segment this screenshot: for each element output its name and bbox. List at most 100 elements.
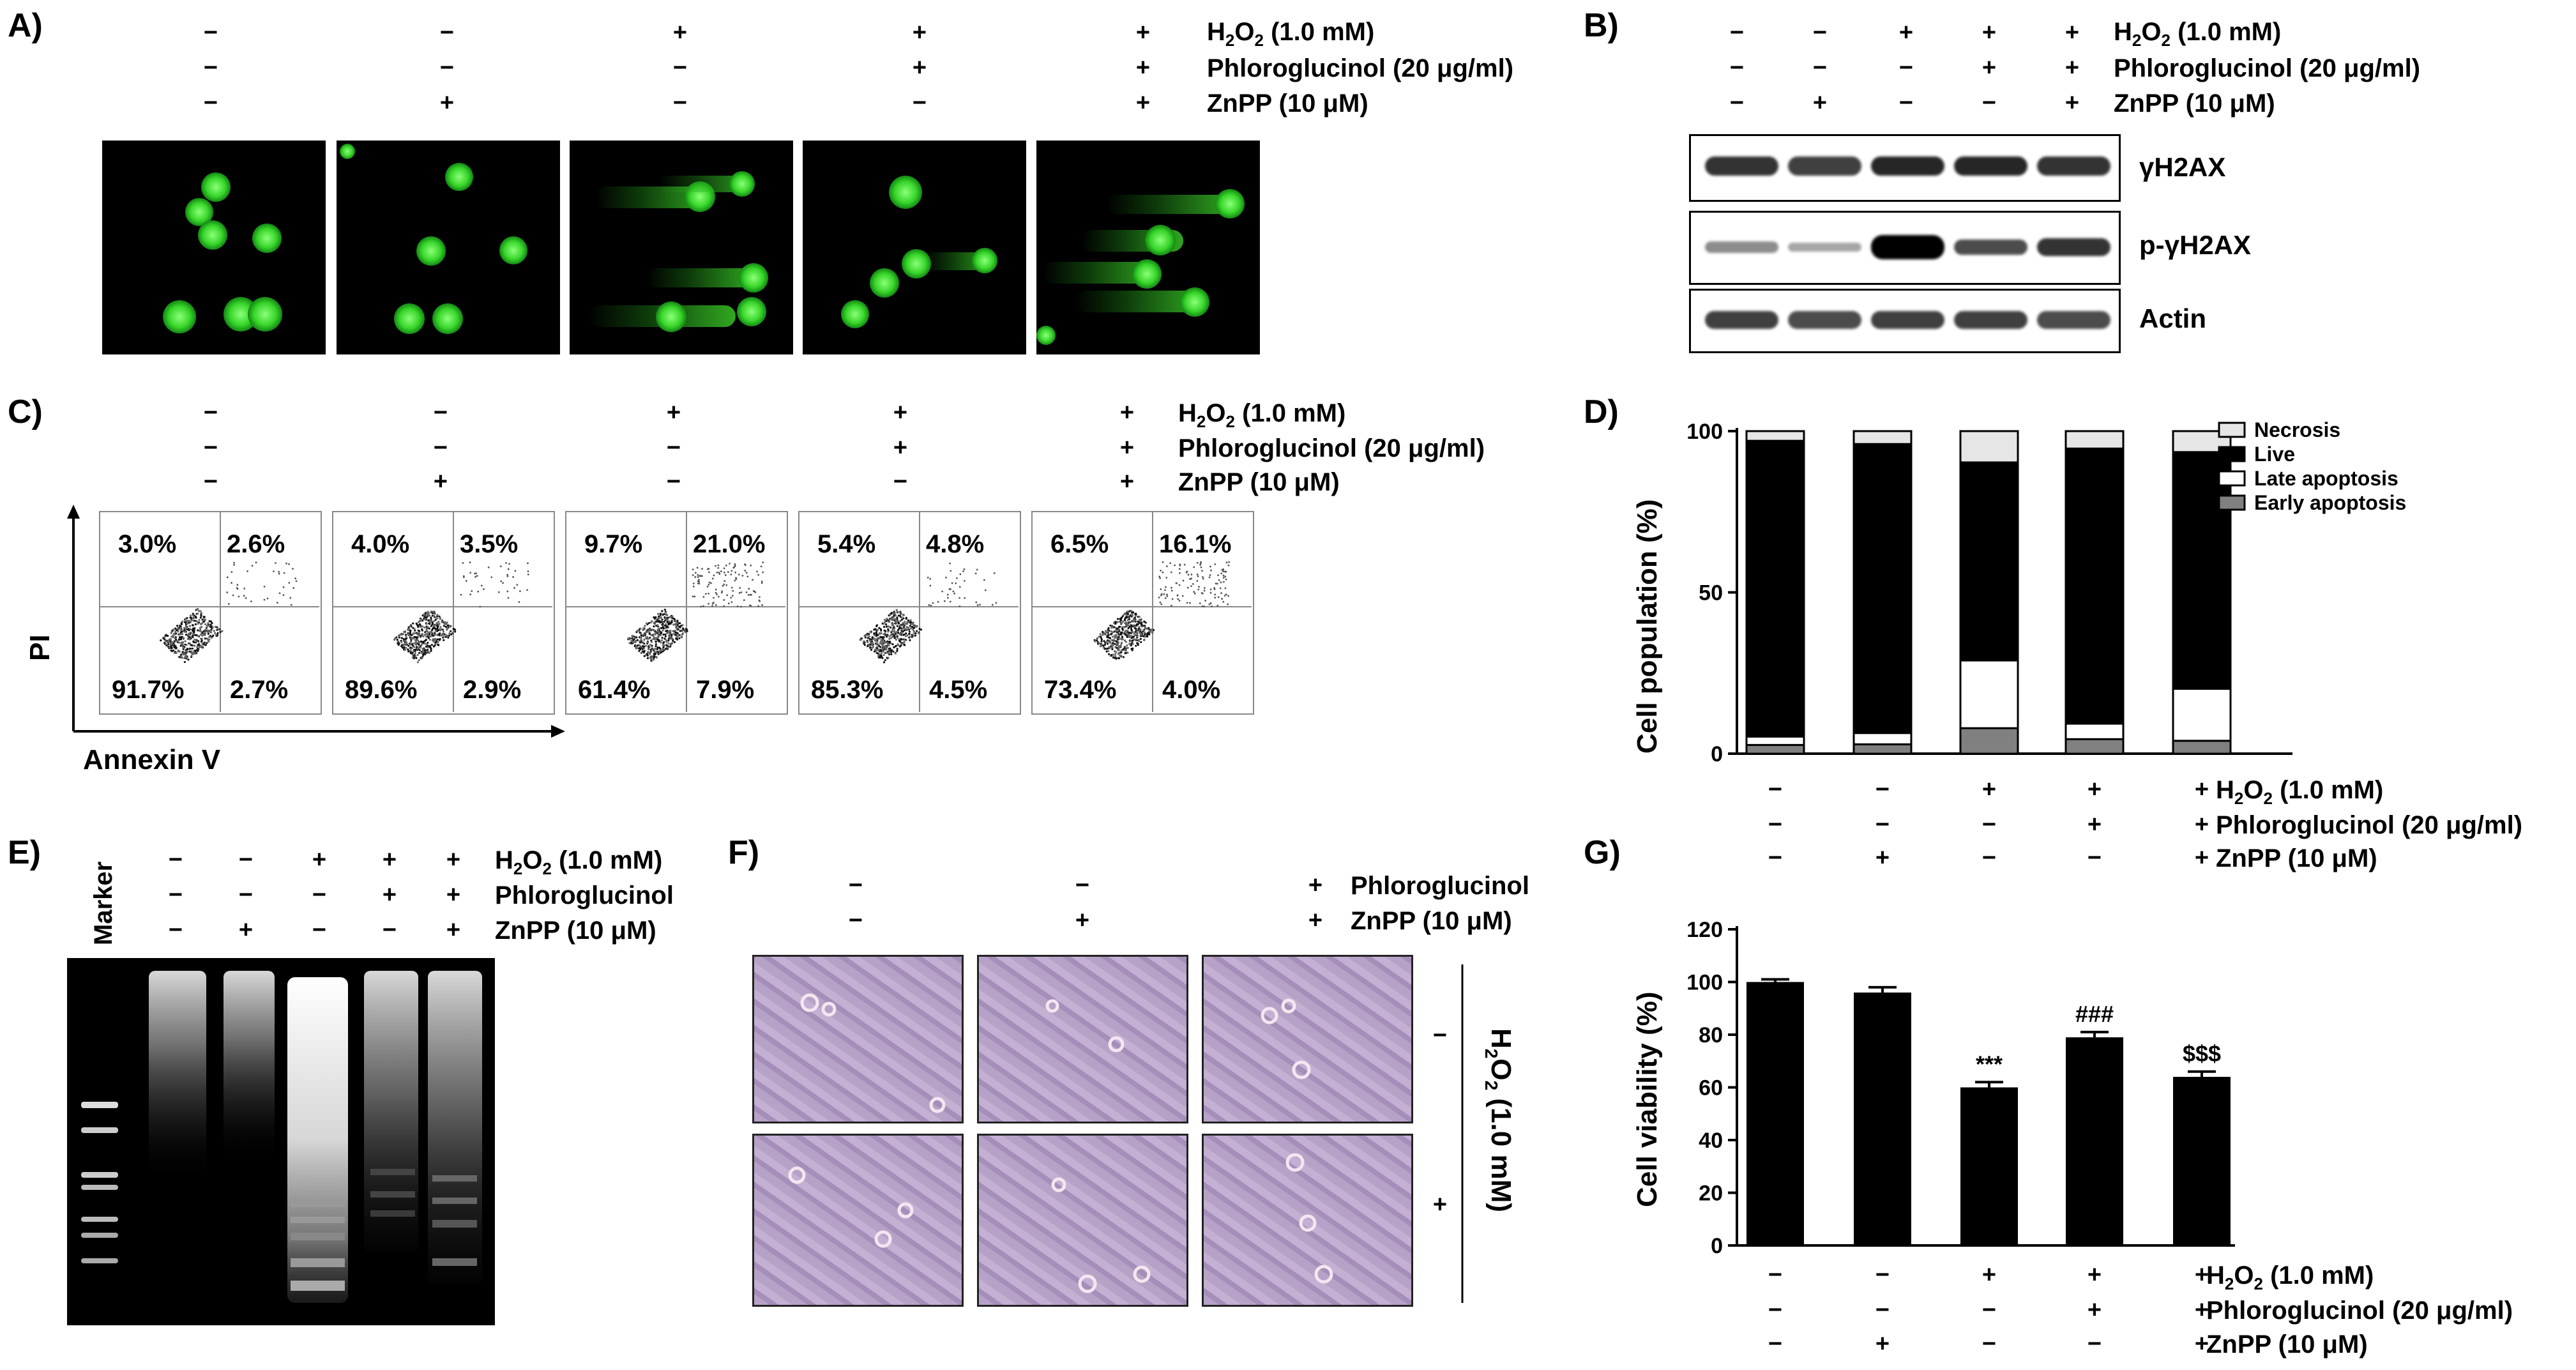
- panel-d-znpp-sign-2: +: [1875, 844, 1890, 871]
- panel-label-d: D): [1584, 393, 1619, 430]
- panel-g-znpp-sign-3: −: [1981, 1330, 1997, 1357]
- quadrant-ll-value: 85.3%: [811, 676, 884, 704]
- gel-marker-label: Marker: [89, 861, 117, 945]
- phase-image-r2c3: [1202, 1134, 1413, 1307]
- phase-image-r1c2: [977, 955, 1188, 1123]
- bar-segment: [1852, 430, 1913, 445]
- flow-scatter: [99, 511, 319, 712]
- flow-axes: [67, 505, 565, 738]
- panel-a-phloro-label: Phloroglucinol (20 μg/ml): [1207, 54, 1514, 82]
- chart-g-ylabel: Cell viability (%): [1632, 991, 1663, 1207]
- panel-b-phloro-sign-5: +: [2065, 54, 2080, 81]
- panel-c-h2o2-sign-1: −: [203, 399, 218, 426]
- panel-a-h2o2-sign-4: +: [912, 19, 927, 46]
- quadrant-ll-value: 73.4%: [1044, 676, 1117, 704]
- panel-a-phloro-sign-2: −: [439, 54, 455, 81]
- panel-e-znpp-sign-2: +: [238, 917, 254, 943]
- panel-b-h2o2-label: H2O2 (1.0 mM): [2114, 18, 2282, 50]
- quadrant-ul-value: 4.0%: [351, 530, 410, 558]
- panel-label-c: C): [8, 393, 43, 430]
- y-tick-label: 100: [1686, 420, 1723, 444]
- comet-image-4: [803, 141, 1026, 354]
- band-label-actin: Actin: [2139, 303, 2206, 333]
- panel-a-znpp-sign-4: −: [912, 89, 927, 116]
- quadrant-ll-value: 61.4%: [578, 676, 651, 704]
- panel-a-znpp-sign-3: −: [672, 89, 688, 116]
- panel-b-phloro-sign-4: +: [1981, 54, 1997, 81]
- panel-d-phloro-sign-5: +: [2194, 811, 2209, 838]
- phase-cell-highlights: [788, 993, 1333, 1293]
- bar-segment: [1852, 743, 1913, 755]
- panel-g-h2o2-sign-5: +: [2194, 1261, 2209, 1288]
- blot-band: [1788, 243, 1861, 252]
- significance-label: ###: [2075, 1001, 2114, 1027]
- bar-segment: [2065, 447, 2125, 725]
- panel-a-phloro-sign-3: −: [672, 54, 688, 81]
- phase-image-r1c1: [752, 955, 964, 1123]
- panel-a-znpp-label: ZnPP (10 μM): [1207, 89, 1368, 118]
- panel-e-h2o2-sign-1: −: [168, 846, 183, 873]
- panel-d-phloro-sign-3: −: [1981, 811, 1997, 838]
- panel-b-h2o2-sign-2: −: [1812, 19, 1828, 46]
- phase-image-r1c3: [1202, 955, 1413, 1123]
- panel-a-znpp-sign-2: +: [439, 89, 455, 116]
- panel-e-phloro-sign-4: +: [382, 881, 397, 908]
- panel-g-phloro-sign-5: +: [2194, 1297, 2209, 1323]
- panel-c-phloro-sign-4: +: [893, 434, 908, 461]
- panel-g-znpp-sign-2: +: [1875, 1330, 1890, 1357]
- panel-c-h2o2-sign-2: −: [433, 399, 448, 426]
- panel-d-h2o2-sign-4: +: [2087, 776, 2102, 803]
- panel-g-h2o2-sign-3: +: [1981, 1261, 1997, 1288]
- panel-b-znpp-sign-4: −: [1981, 89, 1997, 116]
- quadrant-ul-value: 9.7%: [584, 530, 643, 558]
- panel-f-znpp-sign-2: +: [1075, 907, 1090, 934]
- bar-segment: [1959, 659, 2019, 729]
- y-tick-label: 120: [1686, 918, 1723, 942]
- bar-segment: [1745, 743, 1805, 755]
- panel-e-phloro-sign-5: +: [446, 881, 461, 908]
- panel-f-znpp-sign-1: −: [848, 907, 863, 934]
- panel-d-h2o2-sign-1: −: [1768, 776, 1783, 803]
- quadrant-lr-value: 7.9%: [696, 676, 755, 704]
- panel-e-znpp-label: ZnPP (10 μM): [495, 917, 656, 945]
- panel-d-phloro-sign-1: −: [1768, 811, 1783, 838]
- bar-segment: [1852, 443, 1913, 734]
- panel-e-phloro-sign-2: −: [238, 881, 254, 908]
- panel-f-phloro-sign-3: +: [1308, 872, 1323, 899]
- blot-band: [1871, 235, 1944, 259]
- panel-c-phloro-label: Phloroglucinol (20 μg/ml): [1178, 434, 1485, 462]
- phase-image-r2c1: [752, 1134, 964, 1307]
- panel-e-znpp-sign-3: −: [312, 917, 327, 943]
- quadrant-ll-value: 89.6%: [345, 676, 418, 704]
- panel-c-phloro-sign-2: −: [433, 434, 448, 461]
- y-tick-label: 50: [1699, 581, 1723, 605]
- panel-g-znpp-sign-4: −: [2087, 1330, 2102, 1357]
- panel-d-znpp-sign-4: −: [2087, 844, 2102, 871]
- bar: [1746, 982, 1804, 1245]
- quadrant-ll-value: 91.7%: [112, 676, 185, 704]
- panel-b-znpp-label: ZnPP (10 μM): [2114, 89, 2275, 118]
- panel-c-phloro-sign-5: +: [1119, 434, 1135, 461]
- bar-segment: [1745, 430, 1805, 442]
- panel-c-phloro-sign-1: −: [203, 434, 218, 461]
- flow-plot-3: [565, 511, 788, 715]
- significance-label: ***: [1976, 1051, 2003, 1077]
- panel-b-znpp-sign-5: +: [2065, 89, 2080, 116]
- band-label-gh2ax: γH2AX: [2139, 152, 2226, 182]
- panel-b-h2o2-sign-1: −: [1729, 19, 1745, 46]
- flow-scatter: [565, 511, 785, 712]
- panel-a-znpp-sign-5: +: [1135, 89, 1151, 116]
- panel-b-znpp-sign-3: −: [1898, 89, 1914, 116]
- panel-a-h2o2-sign-2: −: [439, 19, 455, 46]
- chart-d-ylabel: Cell population (%): [1632, 499, 1663, 754]
- blot-band: [1954, 156, 2027, 176]
- panel-label-g: G): [1584, 834, 1621, 871]
- quadrant-ur-value: 2.6%: [227, 530, 285, 558]
- panel-e-phloro-label: Phloroglucinol: [495, 881, 674, 910]
- panel-g-znpp-sign-1: −: [1768, 1330, 1783, 1357]
- quadrant-ul-value: 5.4%: [817, 530, 876, 558]
- panel-d-znpp-label: ZnPP (10 μM): [2216, 844, 2377, 872]
- panel-d-phloro-label: Phloroglucinol (20 μg/ml): [2216, 811, 2523, 839]
- panel-b-h2o2-sign-5: +: [2065, 19, 2080, 46]
- panel-a-znpp-sign-1: −: [203, 89, 218, 116]
